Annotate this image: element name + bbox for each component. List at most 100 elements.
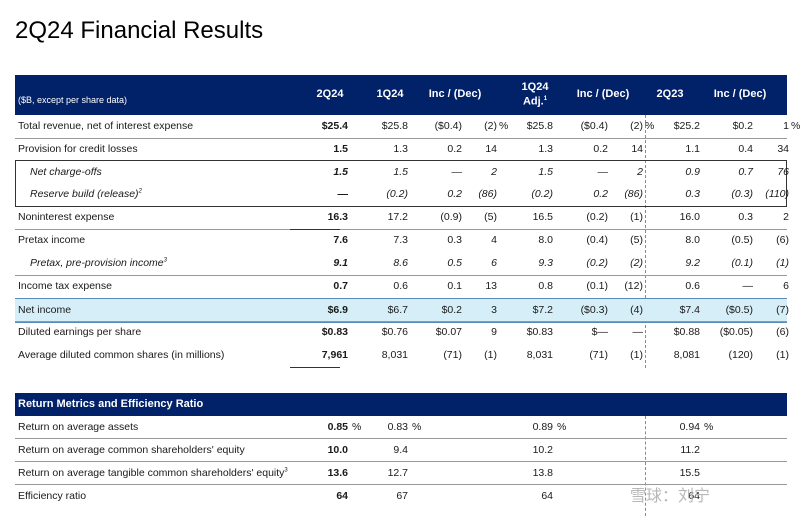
cell-2q24: 9.1: [333, 257, 348, 269]
cell-1q24: 9.4: [393, 444, 408, 456]
cell-2q24: 0.7: [333, 280, 348, 292]
cell-1q24-adj: 64: [541, 490, 553, 502]
cell-2q23: 15.5: [679, 467, 700, 479]
cell-pct-1: 14: [485, 143, 497, 155]
table-row: Reserve build (release)2 — (0.2) 0.2 (86) (0.…: [15, 183, 789, 206]
row-label: Return on average tangible common shareh…: [18, 467, 288, 479]
cell-1q24: 12.7: [387, 467, 408, 479]
cell-pct-2: 14: [631, 143, 643, 155]
metrics-row: Efficiency ratio 64 67 64 64: [15, 485, 787, 508]
row-label: Return on average common shareholders' e…: [18, 444, 245, 456]
table-row: Income tax expense 0.7 0.6 0.1 13 0.8 (0.1) (12…: [15, 275, 789, 298]
cell-2q24: 7,961: [321, 349, 348, 361]
row-divider: [15, 229, 787, 230]
cell-pct-3: (6): [776, 234, 789, 246]
row-label: Diluted earnings per share: [18, 326, 142, 338]
col-header-1q24: 1Q24: [376, 88, 404, 100]
cell-pct-sign: %: [704, 421, 714, 433]
cell-1q24-adj: 1.3: [538, 143, 553, 155]
cell-2q23: $25.2: [673, 120, 700, 132]
table-header: ($B, except per share data) 2Q24 1Q24 In…: [15, 75, 787, 115]
cell-pct-3: (1): [776, 257, 789, 269]
cell-pct-3: 76: [777, 166, 789, 178]
table-row: Pretax, pre-provision income3 9.1 8.6 0.5 6 9…: [15, 252, 789, 275]
cell-2q24: 0.85: [327, 421, 348, 433]
row-divider: [15, 275, 787, 276]
metrics-row: Return on average common shareholders' e…: [15, 439, 787, 462]
cell-1q24-adj: 16.5: [532, 211, 553, 223]
cell-2q24: 10.0: [327, 444, 348, 456]
cell-pct-3: 6: [783, 280, 789, 292]
cell-2q23: 64: [688, 490, 700, 502]
cell-2q24: 64: [336, 490, 348, 502]
metrics-title: Return Metrics and Efficiency Ratio: [18, 398, 204, 410]
cell-inc-dec-2: 0.2: [593, 188, 608, 200]
cell-1q24: 0.6: [393, 280, 408, 292]
cell-pct-2: (4): [630, 304, 643, 316]
row-label: Pretax, pre-provision income3: [30, 257, 167, 269]
credit-detail-box: [15, 160, 787, 207]
cell-pct-sign-1: %: [499, 120, 509, 132]
cell-pct-2: (1): [630, 211, 643, 223]
cell-pct-1: 2: [491, 166, 497, 178]
cell-2q23: 0.94: [679, 421, 700, 433]
cell-inc-dec-3: ($0.05): [719, 326, 753, 338]
cell-1q24-adj: $7.2: [532, 304, 553, 316]
metrics-row: Return on average assets 0.85% 0.83% 0.89% 0…: [15, 416, 787, 439]
col-header-inc-dec-3: Inc / (Dec): [713, 88, 767, 100]
cell-inc-dec-3: ($0.5): [725, 304, 753, 316]
cell-2q24: 1.5: [333, 143, 348, 155]
row-label: Net charge-offs: [30, 166, 102, 178]
cell-inc-dec-3: 0.3: [738, 211, 753, 223]
row-divider: [15, 138, 787, 139]
cell-1q24: 67: [396, 490, 408, 502]
cell-inc-dec-3: $0.2: [732, 120, 753, 132]
cell-2q24: —: [337, 188, 349, 200]
cell-inc-dec-2: (0.2): [586, 257, 608, 269]
cell-pct-3: 1: [783, 120, 789, 132]
table-row: Diluted earnings per share $0.83 $0.76 $0.0…: [15, 321, 789, 344]
cell-1q24-adj: 9.3: [538, 257, 553, 269]
cell-1q24-adj: 0.8: [538, 280, 553, 292]
cell-pct-sign: %: [352, 421, 362, 433]
cell-pct-3: 34: [777, 143, 789, 155]
cell-pct-1: 4: [491, 234, 497, 246]
cell-1q24: $0.76: [381, 326, 408, 338]
table-row: Average diluted common shares (in millio…: [15, 344, 789, 367]
cell-2q24: 7.6: [333, 234, 348, 246]
cell-pct-1: 6: [491, 257, 497, 269]
cell-inc-dec-1: 0.5: [447, 257, 462, 269]
cell-1q24: $6.7: [387, 304, 408, 316]
cell-1q24: 8.6: [393, 257, 408, 269]
cell-inc-dec-2: —: [597, 166, 609, 178]
watermark: 雪球：刘宁: [630, 488, 711, 505]
cell-1q24: $25.8: [381, 120, 408, 132]
cell-1q24-adj: 0.89: [532, 421, 553, 433]
cell-inc-dec-1: —: [451, 166, 463, 178]
footnote-marker: 3: [163, 257, 167, 264]
col-header-2q23: 2Q23: [656, 88, 684, 100]
cell-2q23: 0.3: [685, 188, 700, 200]
cell-2q23: 8.0: [685, 234, 700, 246]
cell-pct-1: (2): [484, 120, 497, 132]
cell-2q24: 13.6: [327, 467, 348, 479]
cell-inc-dec-1: $0.07: [435, 326, 462, 338]
col-header-1q24-adj-line1: 1Q24: [521, 81, 549, 93]
cell-1q24-adj: 13.8: [532, 467, 553, 479]
table-row: Provision for credit losses 1.5 1.3 0.2 14 1.…: [15, 138, 789, 161]
cell-1q24: 7.3: [393, 234, 408, 246]
cell-inc-dec-1: 0.2: [447, 188, 462, 200]
cell-1q24: (0.2): [386, 188, 408, 200]
cell-pct-2: (12): [624, 280, 643, 292]
footnote-marker: 3: [284, 467, 288, 474]
table-row: Noninterest expense 16.3 17.2 (0.9) (5) 16.5 (…: [15, 206, 789, 229]
cell-pct-3: (6): [776, 326, 789, 338]
row-divider: [15, 321, 787, 322]
cell-inc-dec-3: (0.3): [731, 188, 753, 200]
cell-1q24-adj: $0.83: [526, 326, 553, 338]
cell-1q24-adj: (0.2): [531, 188, 553, 200]
cell-inc-dec-3: (0.5): [731, 234, 753, 246]
cell-inc-dec-2: (0.2): [586, 211, 608, 223]
cell-2q24: $0.83: [321, 326, 348, 338]
cell-pct-3: 2: [783, 211, 789, 223]
